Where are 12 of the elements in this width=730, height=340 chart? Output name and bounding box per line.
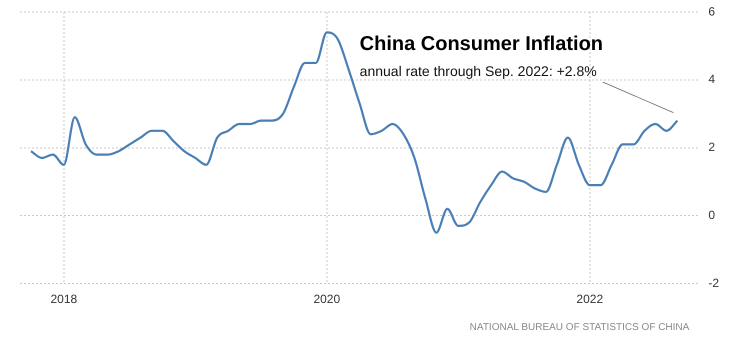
y-tick-label: 4 [708,72,716,86]
y-tick-label: 0 [708,208,716,222]
text: annual rate through Sep. 2022: +2.8% [360,63,597,79]
line-series [30,31,679,234]
y-tick-label: 2 [708,140,716,154]
x-tick-label: 2018 [50,292,78,306]
x-tick-label: 2020 [313,292,340,306]
y-tick-label: -2 [708,276,720,290]
y-tick-label: 6 [708,4,716,18]
text: NATIONAL BUREAU OF STATISTICS OF CHINA [470,322,690,333]
x-tick-label: 2022 [576,292,604,306]
text: China Consumer Inflation [360,33,604,55]
